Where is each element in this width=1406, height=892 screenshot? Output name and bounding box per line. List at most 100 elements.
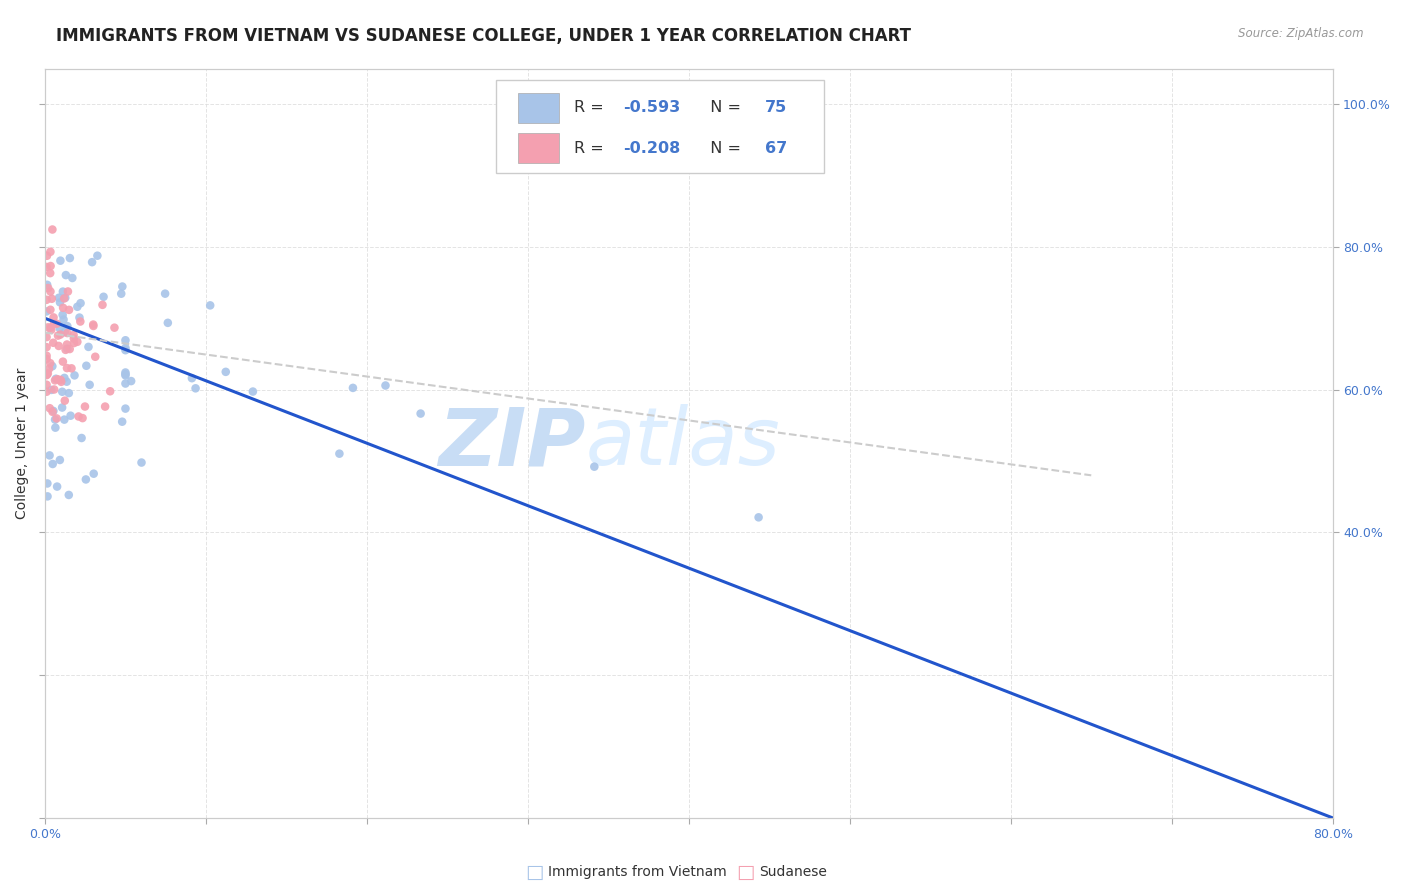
Point bbox=[184, 381, 207, 395]
Point bbox=[342, 381, 364, 395]
Point bbox=[35, 304, 58, 318]
Point bbox=[45, 411, 67, 425]
Point bbox=[48, 321, 70, 335]
Point bbox=[46, 372, 69, 386]
Point bbox=[51, 375, 73, 389]
Point bbox=[37, 277, 59, 292]
Point bbox=[156, 316, 179, 330]
Point bbox=[52, 308, 75, 322]
Point bbox=[37, 281, 59, 295]
Point bbox=[42, 335, 65, 350]
Point bbox=[103, 320, 125, 334]
Point bbox=[48, 339, 70, 353]
Point bbox=[38, 449, 60, 463]
Text: R =: R = bbox=[574, 100, 609, 115]
Point bbox=[51, 401, 73, 415]
Point bbox=[91, 298, 114, 312]
Text: N =: N = bbox=[700, 100, 747, 115]
Point bbox=[49, 453, 72, 467]
Point bbox=[49, 373, 72, 387]
Point bbox=[114, 341, 136, 355]
Point bbox=[66, 300, 89, 314]
Point bbox=[67, 409, 90, 424]
Point bbox=[39, 244, 62, 259]
Point bbox=[60, 271, 83, 285]
Text: Immigrants from Vietnam: Immigrants from Vietnam bbox=[548, 865, 727, 880]
Point bbox=[82, 255, 104, 269]
Point bbox=[42, 310, 65, 325]
Point bbox=[58, 386, 80, 401]
Point bbox=[56, 319, 79, 334]
Point bbox=[52, 285, 75, 299]
Point bbox=[242, 384, 264, 399]
Point bbox=[52, 354, 75, 368]
Point bbox=[46, 328, 69, 343]
Point bbox=[53, 325, 76, 339]
Point bbox=[41, 457, 63, 471]
Point bbox=[114, 366, 136, 380]
Text: 75: 75 bbox=[765, 100, 787, 115]
Point bbox=[94, 400, 117, 414]
Text: N =: N = bbox=[700, 141, 747, 155]
Text: IMMIGRANTS FROM VIETNAM VS SUDANESE COLLEGE, UNDER 1 YEAR CORRELATION CHART: IMMIGRANTS FROM VIETNAM VS SUDANESE COLL… bbox=[56, 27, 911, 45]
Point bbox=[48, 291, 70, 305]
Point bbox=[37, 320, 59, 334]
FancyBboxPatch shape bbox=[496, 79, 824, 173]
Point bbox=[56, 285, 79, 299]
Point bbox=[42, 404, 65, 418]
Point bbox=[56, 326, 79, 340]
Y-axis label: College, Under 1 year: College, Under 1 year bbox=[15, 368, 30, 519]
Point bbox=[60, 361, 83, 376]
Point bbox=[35, 377, 58, 392]
Point bbox=[39, 285, 62, 299]
Point bbox=[56, 342, 79, 356]
Point bbox=[35, 340, 58, 354]
Point bbox=[51, 384, 73, 399]
Text: -0.208: -0.208 bbox=[623, 141, 681, 155]
Point bbox=[46, 479, 69, 493]
Text: 67: 67 bbox=[765, 141, 787, 155]
Point bbox=[114, 367, 136, 381]
Point bbox=[79, 377, 101, 392]
Point bbox=[35, 330, 58, 344]
Point bbox=[44, 373, 66, 387]
Point bbox=[45, 372, 67, 386]
Point bbox=[41, 383, 63, 397]
Point bbox=[39, 266, 62, 280]
Point bbox=[41, 405, 63, 419]
Point bbox=[59, 251, 82, 265]
Point bbox=[38, 401, 60, 416]
Text: ZIP: ZIP bbox=[439, 404, 586, 483]
Point bbox=[110, 286, 132, 301]
Point bbox=[98, 384, 121, 399]
Point bbox=[153, 286, 176, 301]
Point bbox=[409, 407, 432, 421]
Point bbox=[44, 383, 66, 397]
Point bbox=[83, 467, 105, 481]
Point bbox=[114, 401, 136, 416]
Point bbox=[180, 371, 202, 385]
Point bbox=[42, 317, 65, 331]
Point bbox=[52, 312, 75, 326]
Point bbox=[198, 298, 221, 312]
Point bbox=[41, 292, 63, 306]
Point bbox=[38, 361, 60, 376]
Point bbox=[72, 411, 94, 425]
Point bbox=[35, 249, 58, 263]
Point bbox=[53, 371, 76, 385]
Point bbox=[56, 361, 79, 376]
Point bbox=[114, 343, 136, 358]
Point bbox=[53, 291, 76, 305]
Text: R =: R = bbox=[574, 141, 609, 155]
Point bbox=[49, 295, 72, 310]
Point bbox=[56, 337, 79, 351]
Point bbox=[58, 488, 80, 502]
Point bbox=[53, 412, 76, 426]
Point bbox=[328, 447, 350, 461]
Point bbox=[748, 510, 770, 524]
Point bbox=[35, 368, 58, 383]
Point bbox=[82, 318, 104, 333]
Point bbox=[37, 476, 59, 491]
Point bbox=[55, 375, 77, 389]
Point bbox=[41, 359, 63, 374]
